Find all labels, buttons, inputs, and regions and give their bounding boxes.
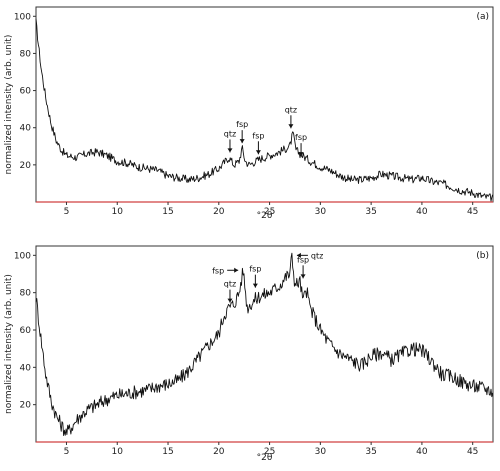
annotation-label: qtz (311, 251, 323, 260)
y-tick-label: 20 (20, 161, 32, 171)
y-axis-label: normalized intensity (arb. unit) (4, 35, 14, 175)
y-tick-label: 60 (20, 87, 32, 97)
x-tick-label: 15 (162, 447, 173, 457)
x-tick-label: 40 (416, 447, 428, 457)
plot-frame (35, 245, 494, 443)
x-tick-label: 35 (365, 207, 376, 217)
annotation-label: qtz (224, 129, 236, 138)
x-tick-label: 25 (264, 447, 275, 457)
annotation-label: fsp (249, 265, 261, 274)
x-axis-label: °2θ (257, 211, 273, 221)
annotation-arrowhead (255, 150, 261, 155)
annotation-label: fsp (295, 133, 307, 142)
y-tick-label: 40 (20, 363, 32, 373)
y-tick-label: 60 (20, 326, 32, 336)
annotation-arrowhead (227, 148, 233, 153)
x-tick-label: 30 (315, 207, 327, 217)
annotation-label: fsp (236, 120, 248, 129)
x-tick-label: 35 (365, 447, 376, 457)
x-tick-label: 5 (64, 447, 70, 457)
y-tick-label: 20 (20, 401, 32, 411)
spectrum-line (35, 18, 494, 202)
spectrum-line (35, 252, 494, 436)
x-axis-label: °2θ (257, 453, 273, 463)
annotation-arrowhead (288, 124, 294, 129)
annotation-label: qtz (224, 280, 236, 289)
x-tick-label: 45 (467, 447, 478, 457)
panel-label: (a) (476, 12, 489, 22)
x-tick-label: 40 (416, 207, 428, 217)
y-tick-label: 100 (14, 251, 31, 261)
x-tick-label: 20 (213, 207, 225, 217)
y-axis-label: normalized intensity (arb. unit) (4, 274, 14, 414)
annotation-arrowhead (227, 298, 233, 303)
panel-label: (b) (476, 251, 489, 261)
annotation-arrowhead (234, 267, 239, 273)
x-tick-label: 25 (264, 207, 275, 217)
annotation-label: fsp (297, 255, 309, 264)
x-tick-label: 30 (315, 447, 327, 457)
y-tick-label: 80 (20, 49, 32, 59)
annotation-label: fsp (252, 131, 264, 140)
x-tick-label: 5 (64, 207, 70, 217)
y-tick-label: 40 (20, 124, 32, 134)
x-tick-label: 20 (213, 447, 225, 457)
annotation-arrowhead (296, 252, 301, 258)
annotation-label: fsp (212, 266, 224, 275)
annotation-arrowhead (252, 283, 258, 288)
annotation-label: qtz (285, 105, 297, 114)
plot-frame (35, 6, 494, 203)
x-tick-label: 45 (467, 207, 478, 217)
x-tick-label: 10 (112, 447, 124, 457)
y-tick-label: 100 (14, 12, 31, 22)
annotation-arrowhead (298, 152, 304, 157)
x-tick-label: 15 (162, 207, 173, 217)
annotation-arrowhead (300, 274, 306, 279)
annotation-arrowhead (239, 139, 245, 144)
x-tick-label: 10 (112, 207, 124, 217)
y-tick-label: 80 (20, 289, 32, 299)
